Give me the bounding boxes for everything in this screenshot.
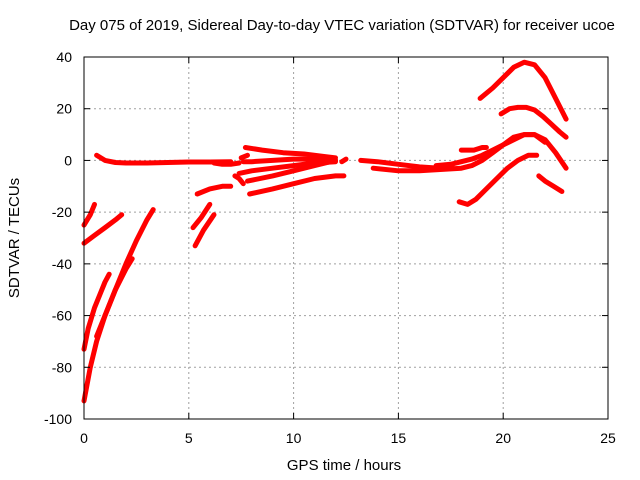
x-tick-label: 20 — [495, 430, 511, 446]
data-series — [81, 59, 569, 404]
series-arc21 — [433, 132, 569, 171]
chart-title: Day 075 of 2019, Sidereal Day-to-day VTE… — [69, 17, 615, 34]
y-tick-label: -40 — [52, 256, 72, 272]
y-tick-label: -100 — [44, 411, 72, 427]
x-axis-label: GPS time / hours — [287, 457, 401, 474]
y-tick-label: 0 — [64, 152, 72, 168]
series-arc7 — [190, 201, 213, 231]
y-tick-label: -20 — [52, 204, 72, 220]
series-arc6 — [94, 152, 234, 166]
series-arc16 — [245, 157, 338, 184]
series-arc25 — [498, 104, 569, 140]
x-tick-label: 25 — [600, 430, 616, 446]
y-tick-label: -60 — [52, 308, 72, 324]
plot-frame — [83, 56, 609, 420]
series-arc26 — [536, 173, 565, 194]
series-arc14 — [240, 156, 338, 165]
y-axis-label: SDTVAR / TECUs — [6, 178, 23, 298]
series-arc8 — [192, 212, 217, 249]
series-arc5 — [94, 256, 135, 339]
series-arc10 — [211, 160, 242, 167]
series-arc17 — [247, 173, 347, 197]
series-arc22 — [458, 145, 489, 153]
y-tick-label: -80 — [52, 359, 72, 375]
series-arc24 — [477, 59, 569, 122]
x-tick-label: 10 — [286, 430, 302, 446]
x-tick-label: 0 — [80, 430, 88, 446]
series-arc9 — [194, 183, 234, 197]
series-arc23 — [456, 152, 540, 207]
series-arc1 — [81, 201, 97, 228]
y-axis-ticks: -100 -80 -60 -40 -20 0 20 40 — [44, 49, 608, 427]
series-arc13 — [242, 145, 338, 161]
grid — [84, 57, 608, 419]
y-tick-label: 20 — [56, 101, 72, 117]
x-tick-label: 15 — [391, 430, 407, 446]
x-axis-ticks: 0 5 10 15 20 25 — [80, 57, 616, 446]
x-tick-label: 5 — [185, 430, 193, 446]
series-arc18 — [339, 156, 349, 165]
series-arc3 — [81, 271, 112, 352]
series-arc12 — [238, 152, 250, 161]
y-tick-label: 40 — [56, 49, 72, 65]
series-arc2 — [81, 212, 125, 246]
series-arc11 — [232, 173, 246, 187]
